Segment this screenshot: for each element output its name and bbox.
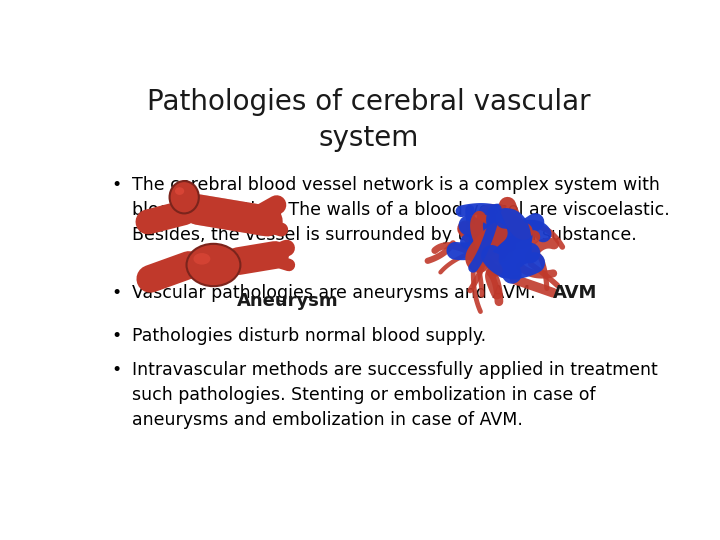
Text: •: •	[111, 361, 121, 379]
Ellipse shape	[194, 253, 210, 265]
Text: •: •	[111, 177, 121, 194]
Text: The cerebral blood vessel network is a complex system with
blood circulating. Th: The cerebral blood vessel network is a c…	[132, 177, 670, 245]
Text: Pathologies of cerebral vascular
system: Pathologies of cerebral vascular system	[147, 88, 591, 152]
Text: Vascular pathologies are aneurysms and AVM.: Vascular pathologies are aneurysms and A…	[132, 284, 536, 302]
Ellipse shape	[186, 244, 240, 286]
Ellipse shape	[170, 181, 199, 213]
Text: AVM: AVM	[553, 284, 598, 302]
Text: Pathologies disturb normal blood supply.: Pathologies disturb normal blood supply.	[132, 327, 486, 345]
Text: •: •	[111, 284, 121, 302]
Text: Intravascular methods are successfully applied in treatment
such pathologies. St: Intravascular methods are successfully a…	[132, 361, 657, 429]
Text: Aneurysm: Aneurysm	[238, 292, 339, 310]
Ellipse shape	[175, 187, 184, 195]
Text: •: •	[111, 327, 121, 345]
